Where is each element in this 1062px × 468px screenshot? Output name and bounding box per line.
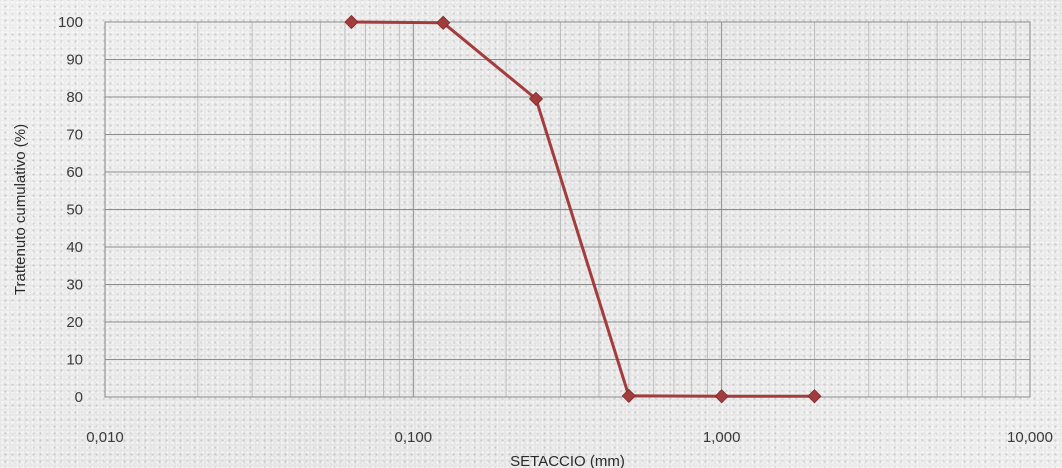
- data-point-marker: [528, 91, 544, 106]
- x-tick-label: 1,000: [703, 429, 741, 446]
- y-tick-label: 10: [66, 352, 83, 369]
- x-tick-label: 0,100: [395, 429, 433, 446]
- data-point-marker: [344, 14, 359, 30]
- y-tick-label: 20: [66, 314, 83, 331]
- y-tick-label: 0: [75, 389, 83, 406]
- y-axis-ticks: 0 10 20 30 40 50 60 70 80 90 100: [58, 14, 83, 406]
- y-tick-label: 90: [66, 52, 83, 69]
- data-point-marker: [436, 15, 451, 30]
- y-tick-label: 70: [66, 127, 83, 144]
- x-axis-ticks: 0,010 0,100 1,000 10,000: [86, 429, 1053, 446]
- data-point-marker: [714, 389, 729, 404]
- y-tick-label: 40: [66, 239, 83, 256]
- x-tick-label: 10,000: [1007, 429, 1053, 446]
- series-layer: [344, 14, 822, 404]
- y-axis-title: Trattenuto cumulativo (%): [12, 124, 29, 295]
- y-tick-label: 60: [66, 164, 83, 181]
- plot-frame: [104, 21, 1031, 398]
- y-tick-label: 80: [66, 89, 83, 106]
- grid-major: [104, 21, 1031, 398]
- x-tick-label: 0,010: [86, 429, 124, 446]
- series-line: [351, 20, 815, 398]
- y-tick-label: 50: [66, 202, 83, 219]
- y-tick-label: 30: [66, 277, 83, 294]
- data-point-marker: [807, 389, 822, 404]
- data-point-marker: [621, 388, 636, 403]
- x-axis-title: SETACCIO (mm): [510, 453, 625, 468]
- y-tick-label: 100: [58, 14, 83, 31]
